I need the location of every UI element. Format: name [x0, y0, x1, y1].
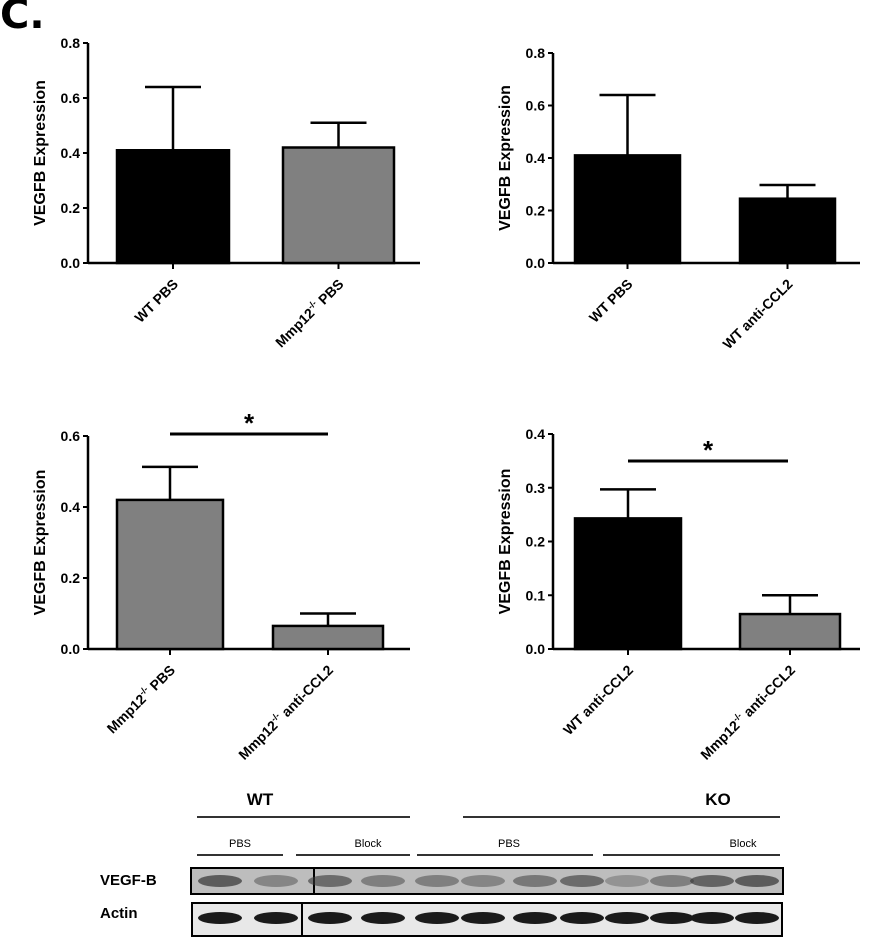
actin-band [690, 912, 734, 924]
actin-band [650, 912, 694, 924]
y-tick-label: 0.4 [526, 426, 546, 442]
y-axis-label: VEGFB Expression [497, 469, 514, 615]
vegfb-membrane [190, 867, 784, 895]
vegfb-band [198, 875, 242, 887]
vegfb-band [415, 875, 459, 887]
blot-group-label: KO [705, 790, 731, 809]
blot-subgroup-label: PBS [229, 838, 251, 850]
actin-band [605, 912, 649, 924]
actin-band [361, 912, 405, 924]
y-tick-label: 0.2 [61, 200, 81, 216]
y-tick-label: 0.6 [61, 428, 81, 444]
actin-band [560, 912, 604, 924]
bar [115, 498, 225, 651]
panel-label: C. [0, 0, 45, 38]
vegfb-band [650, 875, 694, 887]
bar [281, 146, 396, 265]
y-tick-label: 0.4 [61, 499, 81, 515]
y-tick-label: 0.0 [61, 641, 81, 657]
vegfb-band [560, 875, 604, 887]
vegfb-band [361, 875, 405, 887]
x-tick-label: Mmp12-/- anti-CCL2 [696, 661, 798, 763]
y-tick-label: 0.1 [526, 587, 546, 603]
bar [573, 154, 682, 265]
vegfb-band [513, 875, 557, 887]
y-tick-label: 0.2 [526, 534, 546, 550]
actin-band [735, 912, 779, 924]
bar [271, 624, 385, 651]
chart-2: 0.0 0.2 0.4 0.6 0.8 VEGFB Expression WT PBS WT … [497, 45, 860, 352]
y-tick-label: 0.2 [526, 203, 546, 219]
actin-band [308, 912, 352, 924]
y-tick-label: 0.0 [61, 255, 81, 271]
actin-band [513, 912, 557, 924]
actin-band [415, 912, 459, 924]
actin-band [461, 912, 505, 924]
x-tick-label: Mmp12-/- PBS [103, 661, 178, 736]
significance-star: * [244, 408, 255, 438]
y-tick-label: 0.0 [526, 255, 546, 271]
x-tick-label: WT PBS [586, 276, 636, 326]
vegfb-band [690, 875, 734, 887]
y-axis-label: VEGFB Expression [32, 470, 49, 616]
vegfb-band [735, 875, 779, 887]
chart-4: 0.0 0.1 0.2 0.3 0.4 VEGFB Expression WT anti-C… [497, 426, 860, 763]
x-tick-label: Mmp12-/- PBS [271, 275, 346, 350]
x-tick-label: WT PBS [131, 276, 181, 326]
bar [573, 517, 683, 651]
x-tick-label: WT anti-CCL2 [719, 276, 795, 352]
y-tick-label: 0.6 [61, 90, 81, 106]
bar [738, 197, 837, 265]
y-tick-label: 0.0 [526, 641, 546, 657]
vegfb-band [308, 875, 352, 887]
y-axis-label: VEGFB Expression [497, 85, 514, 231]
y-tick-label: 0.8 [61, 35, 81, 51]
blot-group-label: WT [247, 790, 274, 809]
chart-1: 0.0 0.2 0.4 0.6 0.8 VEGFB Expression WT PBS Mmp… [32, 35, 420, 350]
vegfb-band [605, 875, 649, 887]
blot-subgroup-label: PBS [498, 838, 520, 850]
y-tick-label: 0.6 [526, 98, 546, 114]
actin-band [254, 912, 298, 924]
significance-star: * [703, 435, 714, 465]
blot-row-label: VEGF-B [100, 872, 157, 889]
y-tick-label: 0.4 [526, 150, 546, 166]
y-tick-label: 0.3 [526, 480, 546, 496]
vegfb-band [254, 875, 298, 887]
y-tick-label: 0.4 [61, 145, 81, 161]
bar [738, 612, 842, 651]
vegfb-band [461, 875, 505, 887]
chart-3: 0.0 0.2 0.4 0.6 VEGFB Expression Mmp12-/- PBS… [32, 408, 410, 763]
actin-band [198, 912, 242, 924]
blot-subgroup-label: Block [355, 838, 382, 850]
blot-subgroup-label: Block [730, 838, 757, 850]
y-tick-label: 0.2 [61, 570, 81, 586]
y-tick-label: 0.8 [526, 45, 546, 61]
blot-row-label: Actin [100, 905, 138, 922]
y-axis-label: VEGFB Expression [32, 80, 49, 226]
x-tick-label: Mmp12-/- anti-CCL2 [234, 661, 336, 763]
bar [115, 149, 231, 265]
x-tick-label: WT anti-CCL2 [560, 662, 636, 738]
western-blot: WT KO PBS Block PBS Block VEGF-B Actin [100, 790, 784, 937]
